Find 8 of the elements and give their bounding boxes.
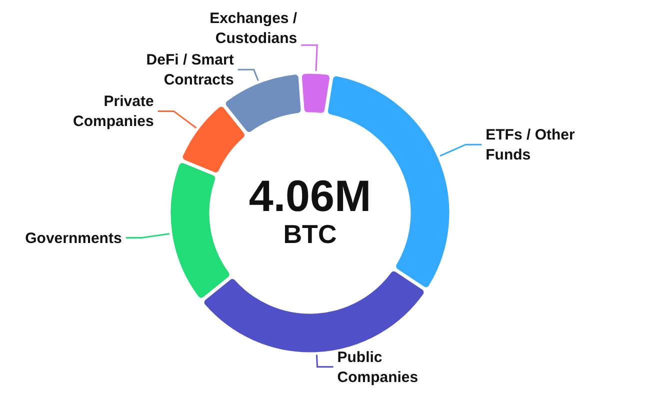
text: 4.06M	[248, 172, 372, 221]
slice-label: ETFs / Other Funds	[486, 126, 575, 164]
slice-label: Exchanges / Custodians	[210, 10, 298, 48]
slice-label: Governments	[25, 230, 122, 247]
text: BTC	[283, 219, 337, 249]
slice-label: Public Companies	[337, 348, 418, 386]
slice-label: DeFi / Smart Contracts	[146, 52, 234, 89]
slice-label: Private Companies	[72, 93, 154, 130]
